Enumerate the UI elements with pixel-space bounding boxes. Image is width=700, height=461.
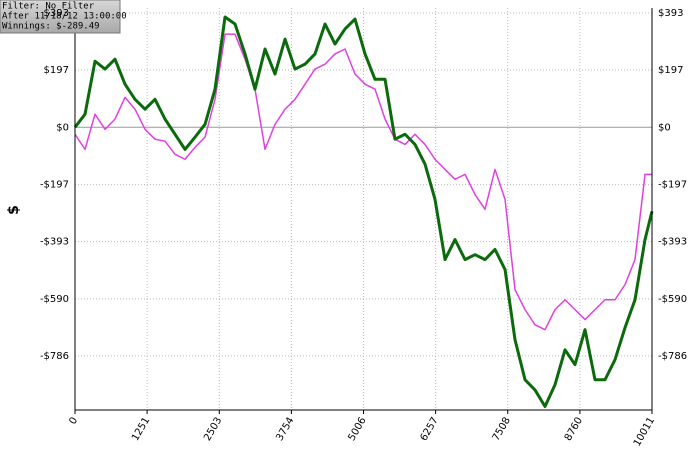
- series-line: [74, 33, 652, 331]
- x-tick-label: 0: [67, 416, 80, 427]
- y-tick-label: -$786: [40, 351, 69, 362]
- y-tick-label: -$590: [40, 294, 69, 305]
- info-text: After 11/18/12 13:00:00: [2, 12, 127, 22]
- series-line: [73, 15, 654, 409]
- x-tick-label: 1251: [130, 416, 152, 444]
- x-tick-label: 5006: [346, 416, 368, 444]
- y-tick-label: $0: [56, 122, 69, 133]
- y-tick-label: $393: [44, 8, 69, 19]
- y2-tick-label: -$393: [658, 237, 687, 248]
- y2-tick-label: -$197: [658, 180, 687, 191]
- info-text: Winnings: $-289.49: [2, 22, 100, 32]
- y-tick-label: $197: [44, 65, 69, 76]
- lines: [73, 15, 654, 409]
- x-tick-label: 10011: [632, 416, 657, 449]
- y-tick-label: -$393: [40, 237, 69, 248]
- info-box: [0, 0, 121, 34]
- y2-tick-label: $197: [658, 65, 683, 76]
- y2-tick-label: -$786: [658, 351, 687, 362]
- x-tick-label: 7508: [491, 416, 513, 444]
- x-tick-label: 3754: [274, 416, 296, 444]
- x-tick-label: 8760: [563, 416, 585, 444]
- x-tick-label: 2503: [202, 416, 224, 444]
- y2-tick-label: -$590: [658, 294, 687, 305]
- y2-tick-label: $0: [658, 122, 671, 133]
- y-axis-label: $: [6, 205, 22, 215]
- info-text: Filter: No Filter: [2, 2, 95, 12]
- y2-tick-label: $393: [658, 8, 683, 19]
- x-tick-label: 6257: [419, 416, 441, 444]
- y-tick-label: -$197: [40, 180, 69, 191]
